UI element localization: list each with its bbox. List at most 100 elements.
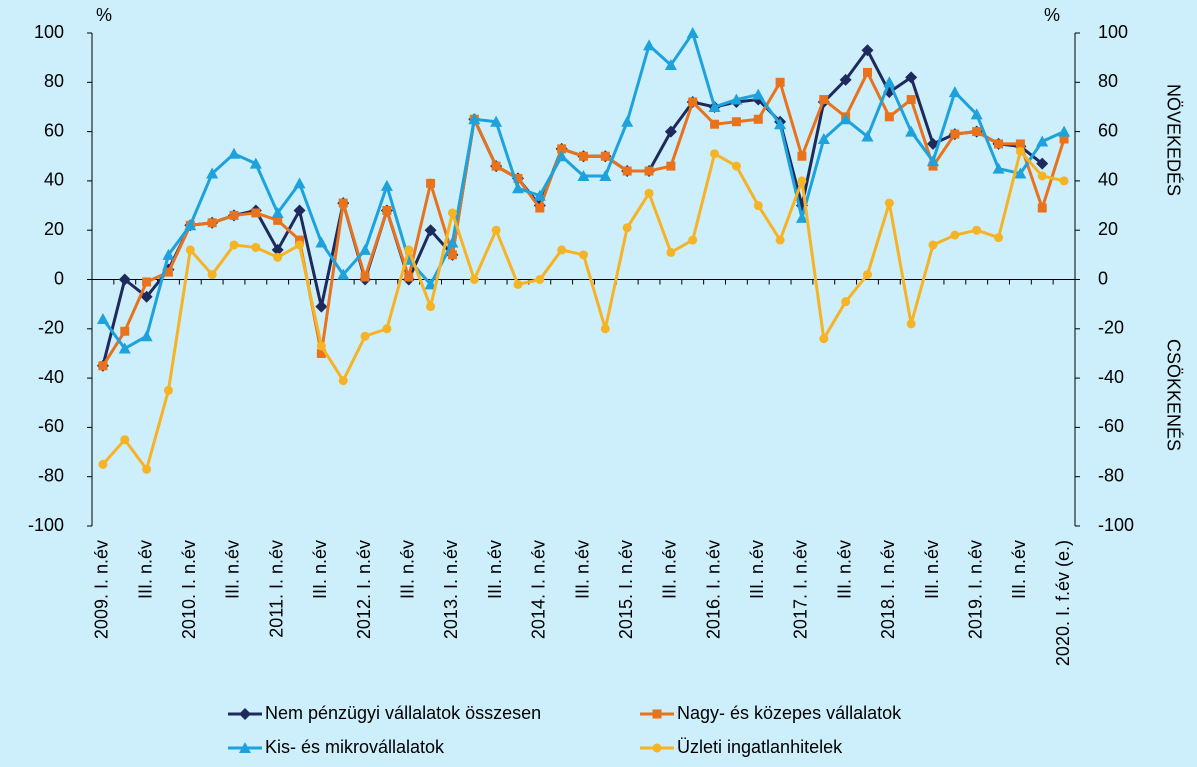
y2-tick-label: -60 — [1098, 416, 1124, 436]
x-tick-label: III. n.év — [660, 540, 680, 599]
point — [883, 76, 896, 88]
point — [511, 182, 524, 194]
point — [360, 331, 370, 341]
point — [884, 198, 894, 208]
x-tick-label: III. n.év — [135, 540, 155, 599]
point — [1014, 167, 1027, 179]
point — [120, 435, 130, 445]
y-tick-label: -100 — [28, 515, 64, 535]
y-unit-right: % — [1044, 5, 1060, 25]
point — [120, 326, 130, 336]
point — [380, 179, 393, 191]
y-tick-label: -20 — [38, 318, 64, 338]
y2-tick-label: -40 — [1098, 367, 1124, 387]
point — [906, 319, 916, 329]
point — [819, 95, 829, 105]
point — [1037, 203, 1047, 213]
y2-tick-label: 80 — [1098, 71, 1118, 91]
point — [118, 273, 131, 286]
y-unit-left: % — [96, 5, 112, 25]
point — [861, 44, 874, 57]
point — [994, 233, 1004, 243]
point — [118, 342, 131, 354]
point — [359, 243, 372, 255]
point — [98, 361, 108, 371]
point — [600, 151, 610, 161]
x-tick-label: 2009. I. n.év — [92, 540, 112, 639]
legend-marker — [652, 709, 662, 719]
point — [491, 225, 501, 235]
point — [731, 161, 741, 171]
point — [622, 166, 632, 176]
point — [1036, 135, 1049, 147]
y-tick-label: -80 — [38, 465, 64, 485]
y2-tick-label: -80 — [1098, 465, 1124, 485]
point — [382, 324, 392, 334]
point — [579, 250, 588, 260]
point — [928, 240, 938, 250]
legend-label: Kis- és mikrovállalatok — [265, 737, 445, 757]
point — [163, 385, 173, 395]
point — [446, 236, 459, 248]
point — [206, 167, 219, 179]
point — [316, 341, 326, 351]
point — [708, 100, 721, 112]
point — [774, 118, 787, 130]
point — [600, 324, 610, 334]
x-tick-label: III. n.év — [572, 540, 592, 599]
point — [643, 39, 656, 51]
point — [862, 67, 872, 77]
point — [424, 224, 437, 237]
legend-label: Üzleti ingatlanhitelek — [677, 737, 843, 757]
x-tick-label: 2018. I. n.év — [878, 540, 898, 639]
point — [1058, 125, 1071, 137]
point — [533, 189, 546, 201]
x-tick-label: 2012. I. n.év — [354, 540, 374, 639]
point — [731, 117, 741, 127]
x-tick-label: III. n.év — [485, 540, 505, 599]
point — [184, 219, 197, 231]
point — [273, 252, 283, 262]
x-tick-label: III. n.év — [310, 540, 330, 599]
point — [337, 268, 350, 280]
point — [710, 119, 720, 129]
point — [293, 177, 306, 189]
point — [752, 88, 765, 100]
point — [1059, 176, 1069, 186]
point — [1015, 146, 1025, 156]
decline-label: CSÖKKENÉS — [1163, 339, 1183, 451]
point — [468, 113, 481, 125]
point — [622, 223, 632, 233]
point — [621, 115, 634, 127]
y-tick-label: -60 — [38, 416, 64, 436]
x-tick-label: III. n.év — [922, 540, 942, 599]
point — [927, 155, 940, 167]
point — [229, 210, 239, 220]
point — [577, 169, 590, 181]
point — [753, 114, 763, 124]
point — [579, 151, 588, 161]
point — [273, 215, 283, 225]
growth-label: NÖVEKEDÉS — [1163, 84, 1183, 196]
point — [513, 279, 523, 289]
point — [841, 297, 851, 307]
point — [535, 275, 545, 284]
point — [972, 127, 982, 137]
point — [142, 464, 152, 474]
x-tick-label: 2011. I. n.év — [266, 540, 286, 638]
point — [884, 112, 894, 122]
point — [227, 147, 240, 159]
series-line — [101, 47, 1044, 367]
point — [207, 270, 217, 280]
legend-label: Nagy- és közepes vállalatok — [677, 703, 902, 723]
point — [862, 270, 872, 280]
point — [1059, 134, 1069, 144]
point — [992, 162, 1005, 174]
point — [686, 27, 699, 38]
point — [424, 278, 437, 290]
point — [1015, 139, 1025, 149]
point — [950, 129, 960, 139]
legend-marker — [239, 742, 251, 753]
point — [140, 290, 153, 303]
point — [688, 97, 698, 107]
